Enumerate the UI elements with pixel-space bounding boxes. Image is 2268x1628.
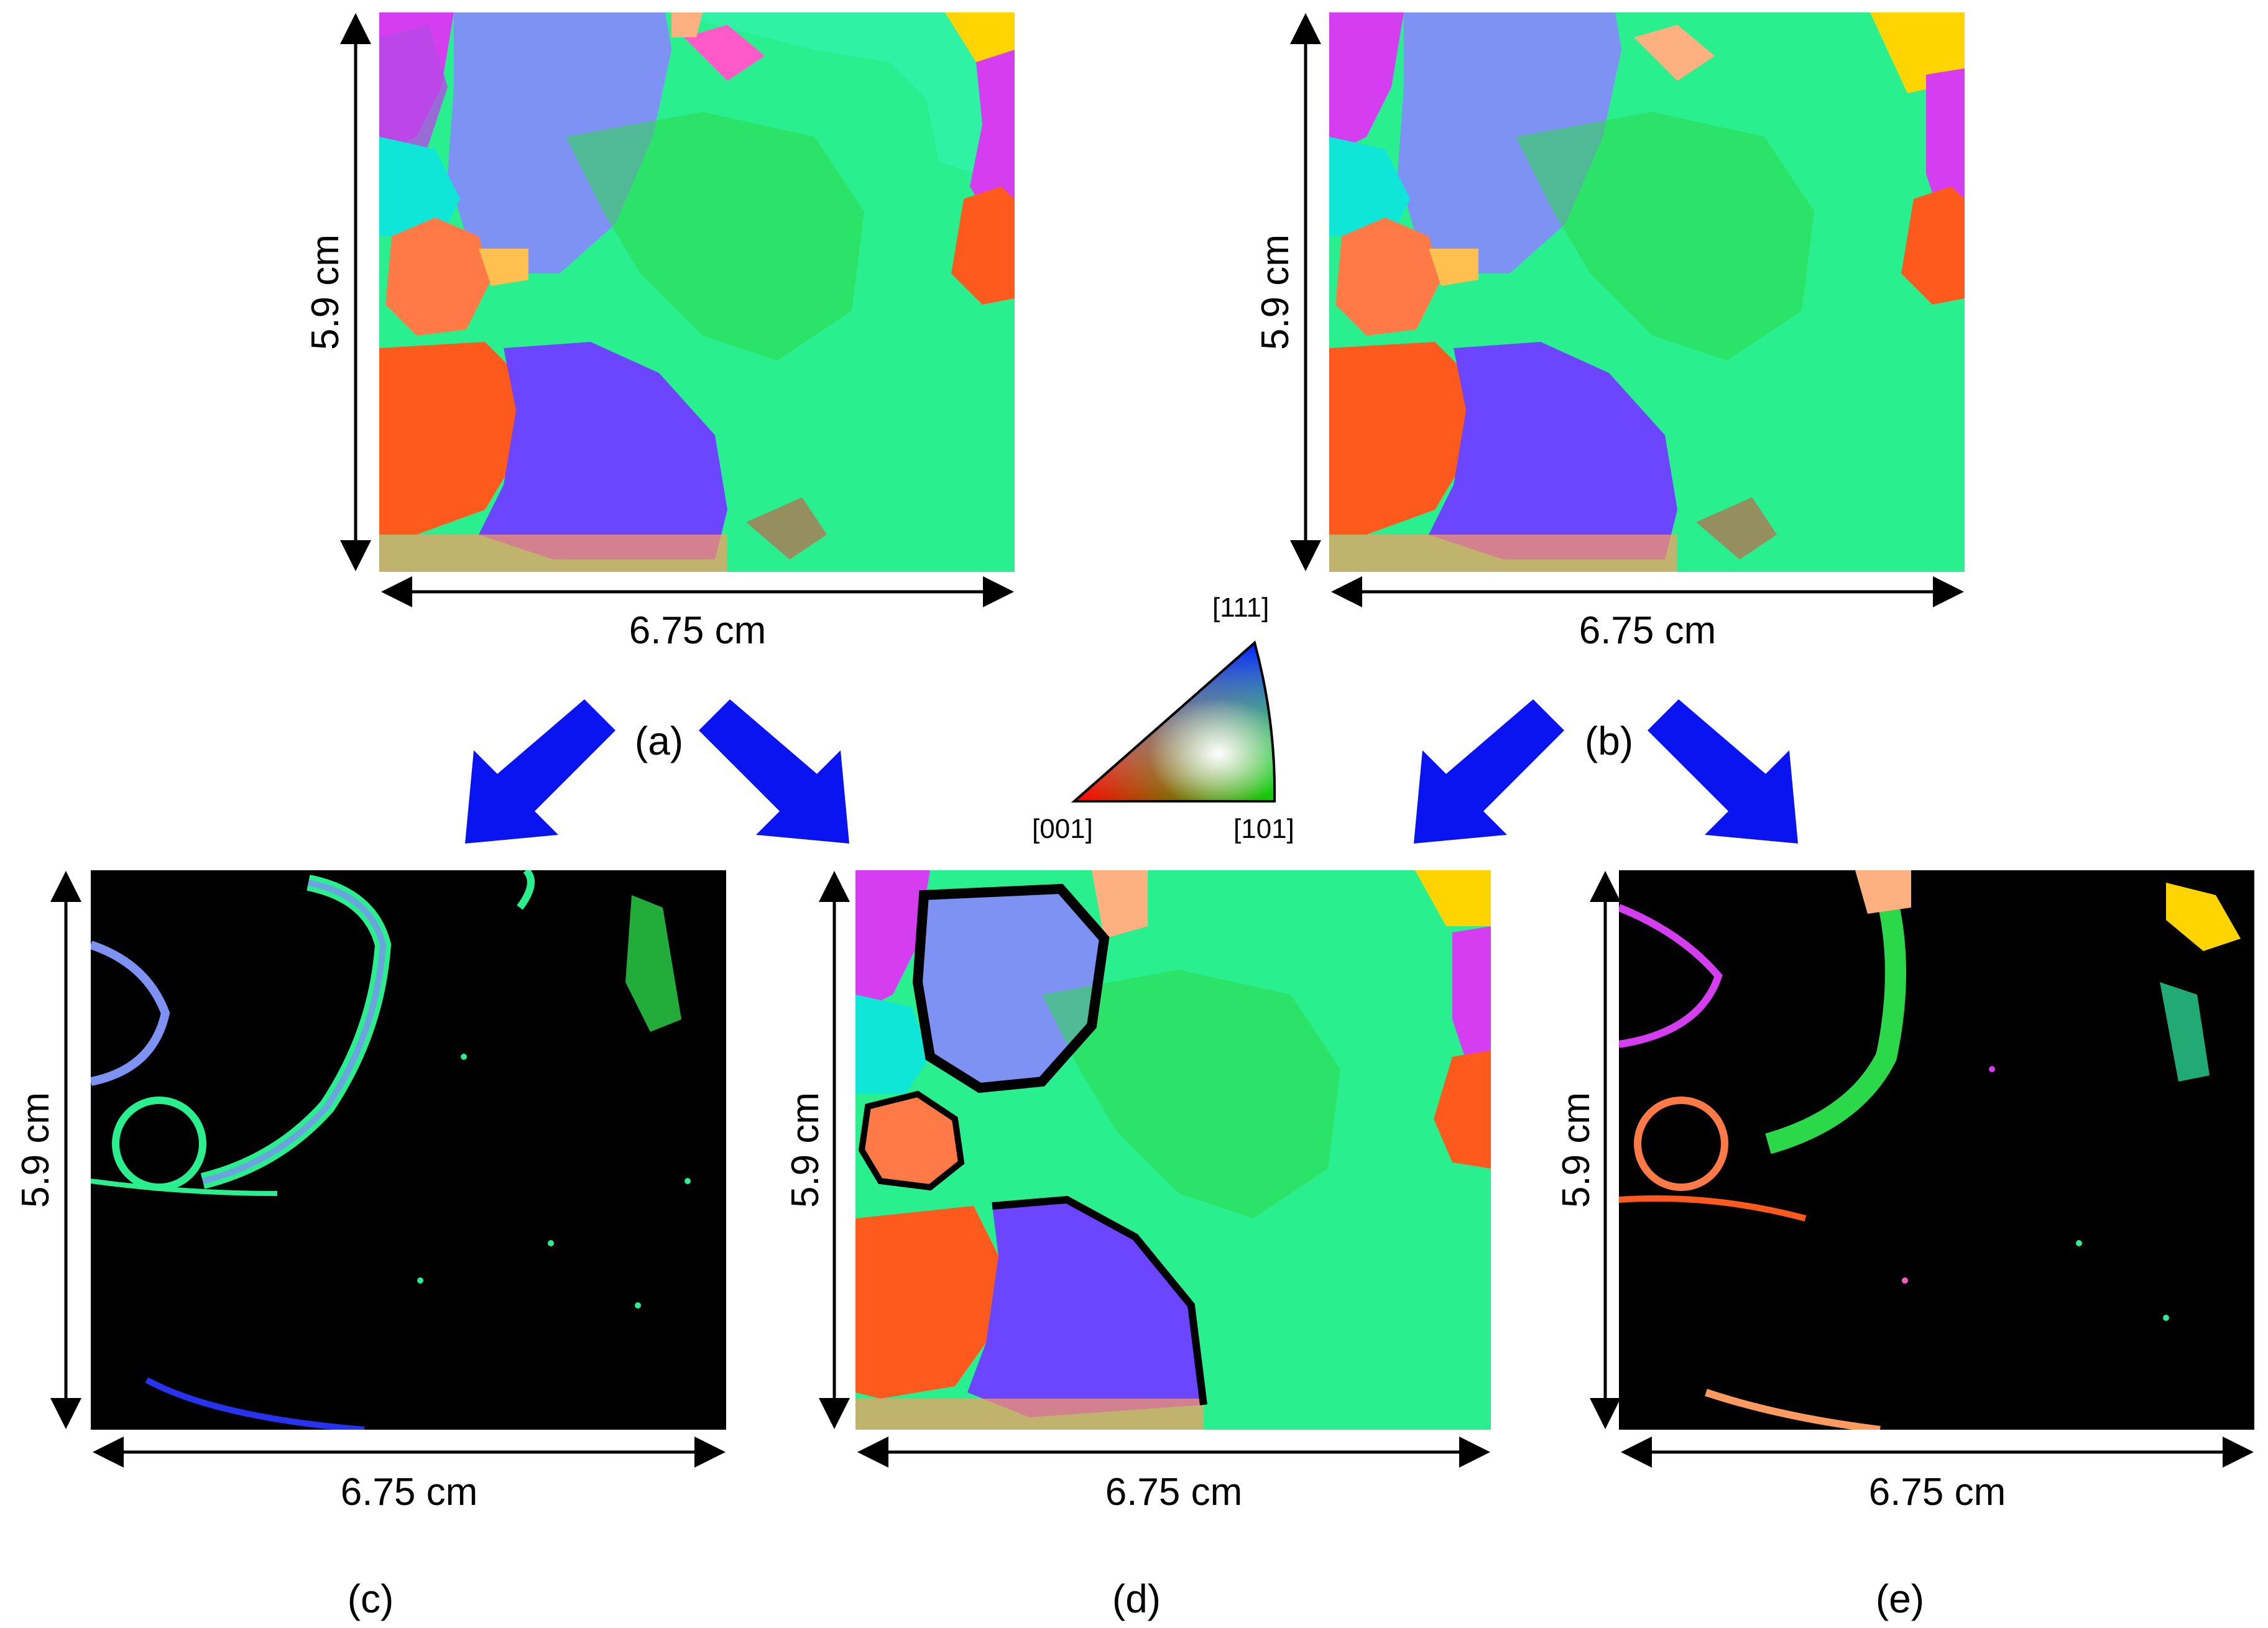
panel-label-e: (e) — [1875, 1576, 1925, 1621]
height-label-b: 5.9 cm — [1254, 234, 1297, 351]
ebsd-map-d-graphic — [855, 870, 1491, 1430]
flow-arrow-b-to-e — [1648, 699, 1798, 844]
height-label-e: 5.9 cm — [1555, 1092, 1598, 1208]
ipf-label-001: [001] — [1032, 814, 1093, 844]
ipf-label-101: [101] — [1233, 814, 1294, 844]
flow-arrow-a-to-c — [465, 699, 615, 844]
width-label-c: 6.75 cm — [340, 1471, 478, 1514]
width-label-d: 6.75 cm — [1105, 1471, 1243, 1514]
ebsd-map-e — [1619, 870, 2254, 1430]
ipf-color-key — [1071, 640, 1276, 803]
ebsd-map-c — [91, 870, 726, 1430]
height-label-c: 5.9 cm — [14, 1092, 57, 1208]
panel-label-d: (d) — [1112, 1576, 1161, 1621]
ebsd-map-e-graphic — [1619, 870, 2254, 1430]
flow-arrow-b-to-d — [1414, 699, 1564, 844]
ebsd-map-a-graphic — [379, 12, 1015, 572]
panel-label-a: (a) — [634, 719, 684, 763]
panel-label-b: (b) — [1584, 719, 1634, 763]
flow-arrow-a-to-d — [699, 699, 849, 844]
width-label-e: 6.75 cm — [1868, 1471, 2006, 1514]
height-label-d: 5.9 cm — [784, 1092, 827, 1208]
ebsd-map-b — [1329, 12, 1965, 572]
panel-label-c: (c) — [347, 1576, 394, 1621]
ebsd-map-a — [379, 12, 1015, 572]
ebsd-map-b-graphic — [1329, 12, 1965, 572]
ebsd-map-c-graphic — [91, 870, 726, 1430]
width-label-a: 6.75 cm — [629, 609, 767, 652]
ebsd-map-d — [855, 870, 1491, 1430]
height-label-a: 5.9 cm — [304, 234, 347, 351]
ipf-label-111: [111] — [1212, 592, 1270, 623]
width-label-b: 6.75 cm — [1579, 609, 1717, 652]
